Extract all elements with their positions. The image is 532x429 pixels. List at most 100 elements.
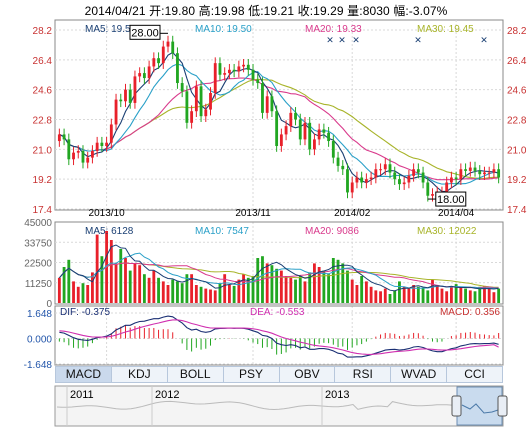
volume-bar — [346, 270, 349, 303]
candle-body — [346, 169, 349, 193]
volume-bar — [360, 276, 364, 303]
tab-rsi[interactable]: RSI — [335, 367, 392, 382]
min-callout-text: 18.00 — [437, 194, 465, 206]
close-value: 19.29 — [313, 4, 344, 18]
volume-bar — [72, 281, 75, 303]
candle-body — [133, 76, 137, 103]
candle-body — [289, 112, 293, 127]
candle-body — [416, 169, 420, 173]
volume-bar — [128, 270, 132, 303]
volume-bar — [161, 281, 165, 303]
volume-bar — [227, 285, 231, 303]
price-y-tick-left: 28.2 — [33, 26, 53, 37]
low-value: 19.21 — [263, 4, 295, 18]
candle-body — [336, 157, 340, 166]
navigator-right-handle[interactable] — [497, 395, 508, 417]
candle-body — [86, 157, 90, 163]
volume-bar — [459, 286, 463, 303]
tab-macd[interactable]: MACD — [56, 367, 112, 382]
volume-bar — [57, 277, 61, 303]
volume-bar — [124, 258, 127, 303]
candle-body — [185, 91, 189, 123]
high-label: 高: — [198, 4, 215, 18]
volume-bar — [327, 274, 331, 303]
max-callout-text: 28.00 — [131, 27, 159, 39]
volume-bar — [313, 263, 316, 303]
min-callout-box — [435, 191, 467, 207]
candle-body — [124, 89, 127, 102]
price-ma-legend-4: MA30: 19.45 — [417, 24, 474, 35]
volume-bar — [166, 285, 170, 303]
candle-body — [360, 177, 364, 183]
price-y-tick-right: 19.2 — [507, 175, 527, 186]
price-y-tick-left: 22.8 — [33, 116, 53, 127]
volume-bar — [383, 288, 387, 303]
candle-body — [497, 169, 501, 178]
candle-body — [374, 169, 378, 178]
candle-body — [204, 109, 208, 117]
candle-body — [227, 69, 231, 74]
volume-bar — [473, 291, 477, 303]
candle-body — [142, 73, 146, 79]
volume-bar — [157, 277, 160, 303]
macd-dea-legend: DEA: -0.553 — [250, 307, 305, 318]
candle-body — [251, 69, 255, 80]
price-ma-legend-2: MA10: 19.50 — [195, 24, 252, 35]
tab-boll[interactable]: BOLL — [168, 367, 224, 382]
price-y-tick-left: 21.0 — [33, 145, 53, 156]
low-label: 低: — [248, 4, 264, 18]
tab-psy[interactable]: PSY — [224, 367, 280, 382]
dividend-marker: ✕ — [414, 35, 422, 45]
tab-kdj[interactable]: KDJ — [112, 367, 168, 382]
macd-value-legend: MACD: 0.356 — [440, 307, 500, 318]
candle-body — [388, 164, 392, 173]
dividend-marker: ✕ — [338, 35, 346, 45]
volume-bar — [289, 277, 293, 303]
volume-bar — [86, 285, 90, 303]
macd-dif-legend: DIF: -0.375 — [60, 307, 110, 318]
candle-body — [464, 169, 467, 171]
navigator-left-handle[interactable] — [451, 395, 462, 417]
candle-body — [237, 66, 241, 72]
volume-bar — [364, 281, 368, 303]
volume-bar — [185, 274, 189, 303]
candle-body — [327, 132, 331, 142]
candle-body — [194, 86, 198, 112]
candle-body — [128, 89, 132, 103]
volume-bar — [81, 283, 85, 303]
change-label: 幅: — [393, 4, 409, 18]
candle-body — [284, 126, 288, 135]
candle-body — [109, 124, 113, 143]
candle-body — [492, 169, 496, 173]
price-y-tick-left: 17.4 — [33, 205, 53, 216]
candle-body — [119, 99, 123, 102]
volume-bar — [275, 268, 279, 303]
candle-body — [57, 134, 61, 142]
candle-body — [407, 175, 411, 183]
tab-cci[interactable]: CCI — [464, 367, 485, 381]
price-y-tick-right: 28.2 — [507, 26, 527, 37]
volume-bar — [407, 288, 411, 303]
volume-bar — [303, 281, 307, 303]
volume-y-tick: 22500 — [24, 259, 52, 270]
volume-bar — [369, 286, 373, 303]
candle-body — [218, 63, 222, 75]
volume-bar — [308, 272, 312, 303]
volume-bar — [114, 263, 118, 303]
candle-body — [176, 53, 179, 84]
tab-wvad[interactable]: WVAD — [391, 367, 448, 382]
dividend-marker: ✕ — [480, 35, 488, 45]
volume-bar — [91, 272, 94, 303]
candle-body — [412, 169, 416, 176]
volume-bar — [412, 285, 416, 303]
volume-bar — [204, 288, 208, 303]
macd-y-tick: -1.648 — [24, 360, 53, 371]
volume-bar — [449, 286, 453, 303]
volume-ma-legend-3: MA20: 9086 — [305, 226, 359, 237]
price-y-tick-right: 17.4 — [507, 205, 527, 216]
tab-obv[interactable]: OBV — [280, 367, 336, 382]
quote-header: 2014/04/21 开:19.80 高:19.98 低:19.21 收:19.… — [0, 2, 532, 18]
volume-bar — [379, 291, 382, 303]
volume-bar — [176, 281, 179, 303]
candle-body — [81, 150, 85, 163]
